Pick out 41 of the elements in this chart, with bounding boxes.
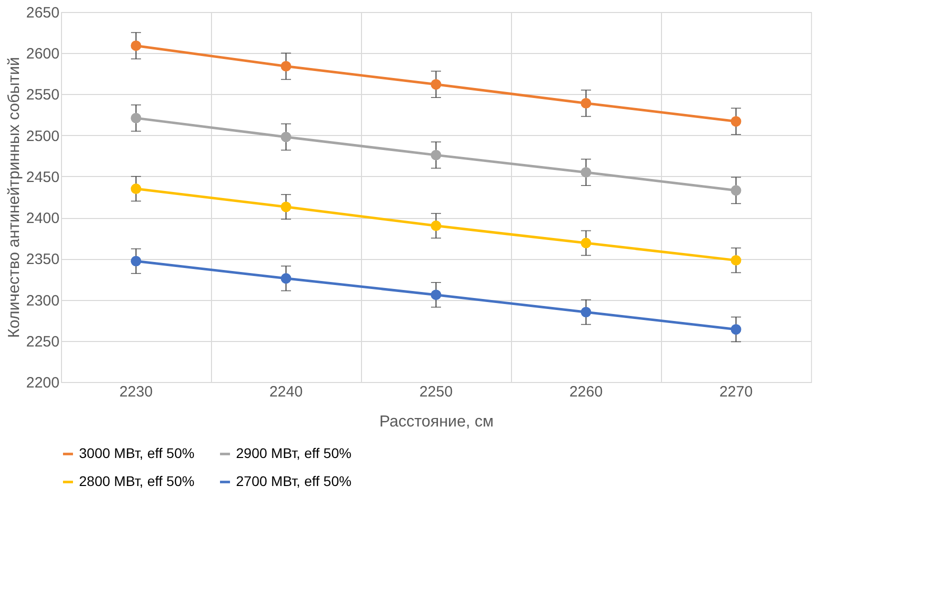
point <box>730 255 742 266</box>
point <box>730 185 742 196</box>
y-tick-label: 2200 <box>26 374 60 392</box>
point <box>280 61 292 72</box>
point <box>130 184 142 194</box>
point <box>580 167 592 178</box>
y-axis-title: Количество антинейтринных событий <box>6 57 24 338</box>
x-tick-label: 2260 <box>569 384 603 400</box>
point <box>730 116 742 127</box>
point <box>580 98 592 108</box>
point <box>130 40 142 51</box>
y-tick-label: 2550 <box>26 86 60 104</box>
legend-label: 2800 МВт, eff 50% <box>79 473 194 489</box>
point <box>130 112 142 124</box>
point <box>430 150 442 160</box>
y-tick-label: 2400 <box>26 210 60 228</box>
y-tick-label: 2600 <box>26 46 60 63</box>
x-tick-label: 2250 <box>419 384 453 400</box>
y-tick-label: 2650 <box>26 4 60 22</box>
y-tick-label: 2350 <box>26 251 60 268</box>
point <box>580 306 592 318</box>
point <box>580 238 592 248</box>
point <box>280 202 292 212</box>
x-tick-label: 2240 <box>269 384 303 400</box>
x-axis-title: Расстояние, см <box>379 414 494 430</box>
x-tick-label: 2270 <box>719 384 753 400</box>
x-tick-label: 2230 <box>119 384 153 400</box>
point <box>430 290 442 300</box>
point <box>430 79 442 90</box>
point <box>280 273 292 284</box>
point <box>130 256 142 266</box>
y-tick-label: 2500 <box>26 128 60 145</box>
point <box>430 220 442 232</box>
point <box>730 324 742 335</box>
point <box>280 132 292 142</box>
y-tick-label: 2450 <box>26 168 60 186</box>
legend-label: 2700 МВт, eff 50% <box>236 473 352 489</box>
y-tick-label: 2300 <box>26 292 60 310</box>
legend-label: 3000 МВт, eff 50% <box>79 445 194 461</box>
legend-label: 2900 МВт, eff 50% <box>236 445 352 461</box>
y-tick-label: 2250 <box>26 333 60 350</box>
